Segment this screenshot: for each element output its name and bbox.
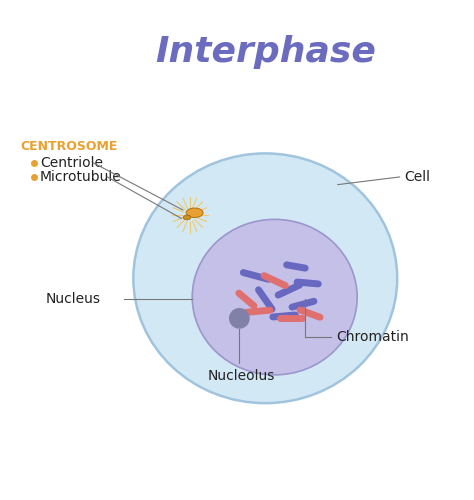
Ellipse shape [183, 215, 191, 220]
Text: Centriole: Centriole [40, 156, 103, 170]
Text: Nucleolus: Nucleolus [208, 369, 275, 383]
Text: Nucleus: Nucleus [46, 292, 100, 306]
Ellipse shape [133, 154, 397, 403]
Text: Interphase: Interphase [155, 35, 376, 69]
Text: Microtubule: Microtubule [40, 170, 122, 184]
Ellipse shape [192, 220, 357, 375]
Circle shape [229, 308, 250, 328]
Text: Cell: Cell [404, 170, 430, 184]
Ellipse shape [186, 208, 203, 218]
Text: Chromatin: Chromatin [336, 330, 409, 344]
Text: CENTROSOME: CENTROSOME [20, 140, 118, 153]
